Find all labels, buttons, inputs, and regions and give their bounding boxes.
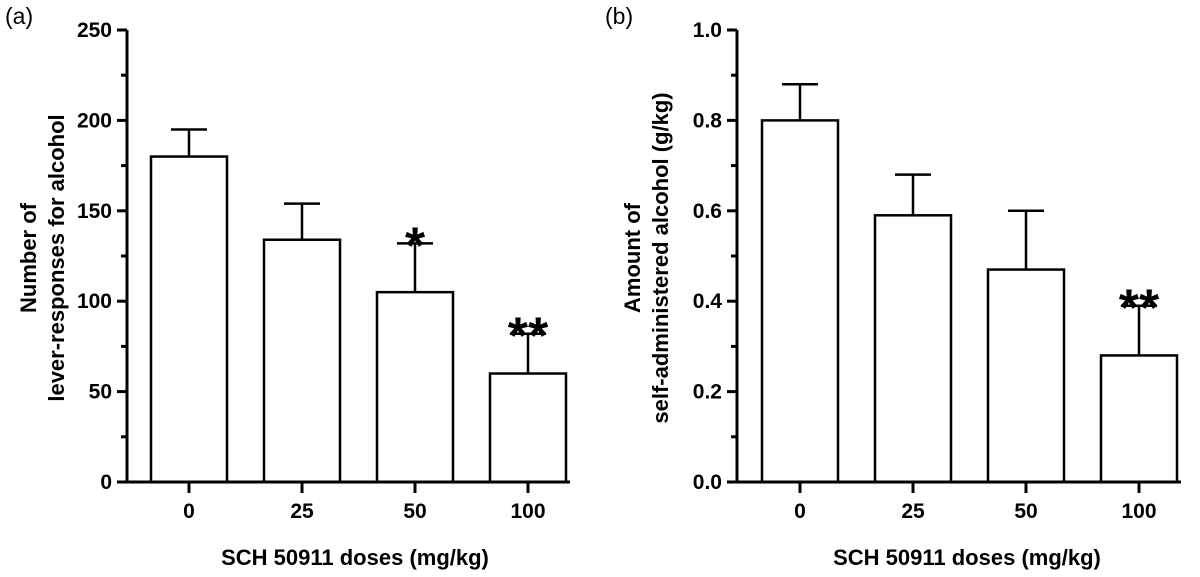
panel-b-xtick-label: 100 <box>1121 500 1156 523</box>
panel-b-chart: (b) Amount of self-administered alcohol … <box>605 3 1181 570</box>
panel-b-xtick-label: 0 <box>794 500 806 523</box>
panel-b-xlabel: SCH 50911 doses (mg/kg) <box>833 545 1101 570</box>
panel-a-bar <box>262 238 342 484</box>
panel-b-ytick-label: 0.4 <box>693 290 723 313</box>
panel-a-xtick-label: 100 <box>510 500 545 523</box>
panel-a-ylabel-line-2: lever-responses for alcohol <box>44 114 69 401</box>
panel-a-label: (a) <box>5 3 33 29</box>
panel-b-xtick-label: 25 <box>901 500 925 523</box>
panel-b-bar <box>760 119 840 484</box>
panel-a-ytick-label: 250 <box>77 19 112 42</box>
panel-b-bar <box>1099 354 1179 484</box>
panel-a-xtick-label: 50 <box>403 500 426 523</box>
panel-a-ytick-label: 50 <box>89 381 112 404</box>
panel-b-ytick-label: 0.8 <box>693 109 723 132</box>
panel-a-ytick-label: 150 <box>77 200 112 223</box>
panel-a-xtick-label: 0 <box>183 500 195 523</box>
panel-a-xlabel: SCH 50911 doses (mg/kg) <box>221 545 489 570</box>
panel-a-axes <box>125 30 570 484</box>
panel-b-ytick-label: 1.0 <box>693 19 722 42</box>
panel-a-xtick-label: 25 <box>290 500 314 523</box>
panel-a-significance-marker: ** <box>508 308 549 366</box>
panel-b-ylabel-line-1: Amount of <box>620 202 645 313</box>
panel-a-ytick-label: 0 <box>100 471 112 494</box>
panel-a-ytick-label: 200 <box>77 109 112 132</box>
panel-b-ytick-label: 0.2 <box>693 381 722 404</box>
panel-a-bar <box>149 155 229 484</box>
panel-a-bar <box>375 290 455 484</box>
panel-a-bar <box>488 372 568 484</box>
panel-b-bar <box>986 268 1066 484</box>
panel-a-chart: (a) Number of lever-responses for alcoho… <box>5 3 570 570</box>
panel-a-ytick-label: 100 <box>77 290 112 313</box>
panel-b-axes <box>735 30 1181 484</box>
panel-b-xtick-label: 50 <box>1014 500 1037 523</box>
panel-b-significance-marker: ** <box>1119 280 1160 338</box>
panel-b-ytick-label: 0.6 <box>693 200 722 223</box>
panel-a-significance-marker: * <box>405 217 426 275</box>
panel-b-ytick-label: 0.0 <box>693 471 722 494</box>
panel-b-ylabel-line-2: self-administered alcohol (g/kg) <box>648 92 673 423</box>
panel-b-label: (b) <box>605 3 633 29</box>
panel-b-bar <box>873 214 953 484</box>
panel-a-ylabel-line-1: Number of <box>16 202 41 313</box>
